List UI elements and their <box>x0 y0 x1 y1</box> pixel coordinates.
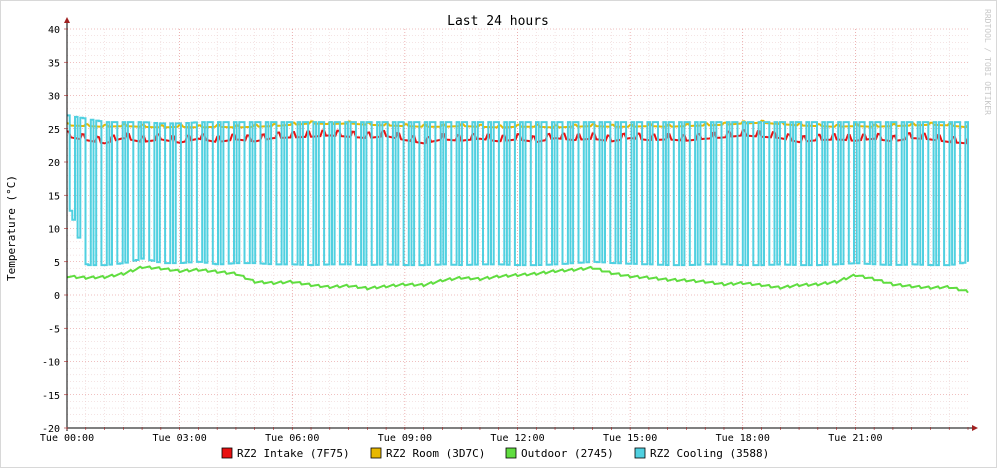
legend-swatch <box>505 447 517 459</box>
chart-title: Last 24 hours <box>447 14 549 29</box>
x-tick-labels: Tue 00:00 Tue 03:00 Tue 06:00 Tue 09:00 Tue … <box>40 433 883 444</box>
x-tick-label: Tue 06:00 <box>265 433 319 444</box>
x-tick-label: Tue 03:00 <box>153 433 207 444</box>
legend-entry-label: RZ2 Intake (7F75) <box>237 447 350 460</box>
y-tick-label: -15 <box>42 391 60 402</box>
y-tick-label: 30 <box>48 92 60 103</box>
x-tick-label: Tue 00:00 <box>40 433 94 444</box>
y-tick-label: 25 <box>48 125 60 136</box>
series-layer <box>66 114 969 294</box>
legend-entry-label: RZ2 Cooling (3588) <box>650 447 769 460</box>
legend-swatch <box>221 447 233 459</box>
y-axis-label: Temperature (°C) <box>5 175 18 281</box>
series-line-4 <box>67 114 969 267</box>
legend-swatch <box>634 447 646 459</box>
y-tick-label: 15 <box>48 191 60 202</box>
y-tick-label: 10 <box>48 225 60 236</box>
y-tick-label: 0 <box>54 291 60 302</box>
y-axis-arrow <box>64 17 70 23</box>
x-tick-label: Tue 09:00 <box>378 433 432 444</box>
x-tick-label: Tue 12:00 <box>490 433 544 444</box>
watermark: RRDTOOL / TOBI OETIKER <box>983 9 992 115</box>
legend-entry-label: Outdoor (2745) <box>521 447 614 460</box>
series-line-3 <box>66 265 969 294</box>
x-tick-label: Tue 18:00 <box>716 433 770 444</box>
legend: RZ2 Intake (7F75) RZ2 Room (3D7C) Outdoor … <box>221 447 769 460</box>
legend-entry-label: RZ2 Room (3D7C) <box>386 447 485 460</box>
y-tick-label: 40 <box>48 25 60 36</box>
axes <box>64 17 978 431</box>
y-tick-label: 35 <box>48 58 60 69</box>
x-tick-label: Tue 15:00 <box>603 433 657 444</box>
y-tick-label: 20 <box>48 158 60 169</box>
x-tick-label: Tue 21:00 <box>828 433 882 444</box>
y-tick-label: 5 <box>54 258 60 269</box>
legend-swatch <box>370 447 382 459</box>
y-tick-label: -20 <box>42 424 60 435</box>
y-tick-label: -10 <box>42 358 60 369</box>
x-axis-arrow <box>972 425 978 431</box>
y-tick-label: -5 <box>48 324 60 335</box>
y-tick-labels: -20 -15 -10 -5 0 5 10 15 20 25 30 35 40 <box>42 25 60 435</box>
